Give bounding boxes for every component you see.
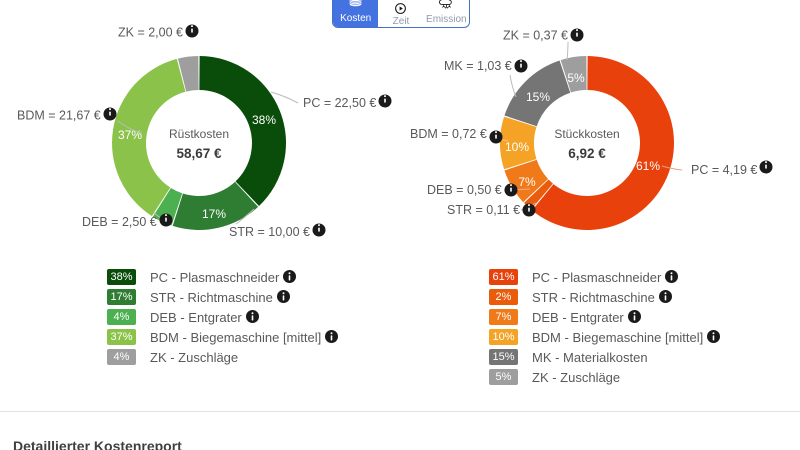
svg-text:ZK = 2,00 €: ZK = 2,00 € (118, 26, 183, 40)
svg-text:ZK = 0,37 €: ZK = 0,37 € (503, 29, 568, 43)
svg-text:7%: 7% (518, 175, 536, 189)
svg-text:37%: 37% (118, 128, 142, 142)
svg-text:DEB = 2,50 €: DEB = 2,50 € (82, 215, 157, 229)
svg-text:5%: 5% (567, 71, 585, 85)
svg-text:PC = 4,19 €: PC = 4,19 € (691, 163, 757, 177)
svg-text:10%: 10% (505, 140, 529, 154)
svg-text:BDM = 21,67 €: BDM = 21,67 € (17, 109, 101, 123)
svg-text:15%: 15% (526, 90, 550, 104)
svg-text:38%: 38% (252, 113, 276, 127)
svg-text:17%: 17% (202, 207, 226, 221)
svg-text:6,92 €: 6,92 € (568, 146, 606, 161)
svg-text:Stückkosten: Stückkosten (554, 127, 619, 141)
svg-text:DEB = 0,50 €: DEB = 0,50 € (427, 183, 502, 197)
svg-text:BDM = 0,72 €: BDM = 0,72 € (410, 127, 487, 141)
svg-text:MK = 1,03 €: MK = 1,03 € (444, 59, 512, 73)
svg-text:STR = 0,11 €: STR = 0,11 € (447, 203, 520, 217)
svg-text:STR = 10,00 €: STR = 10,00 € (229, 225, 310, 239)
svg-text:PC = 22,50 €: PC = 22,50 € (303, 96, 376, 110)
svg-text:Rüstkosten: Rüstkosten (169, 127, 229, 141)
svg-text:58,67 €: 58,67 € (176, 146, 222, 161)
svg-text:61%: 61% (636, 159, 660, 173)
